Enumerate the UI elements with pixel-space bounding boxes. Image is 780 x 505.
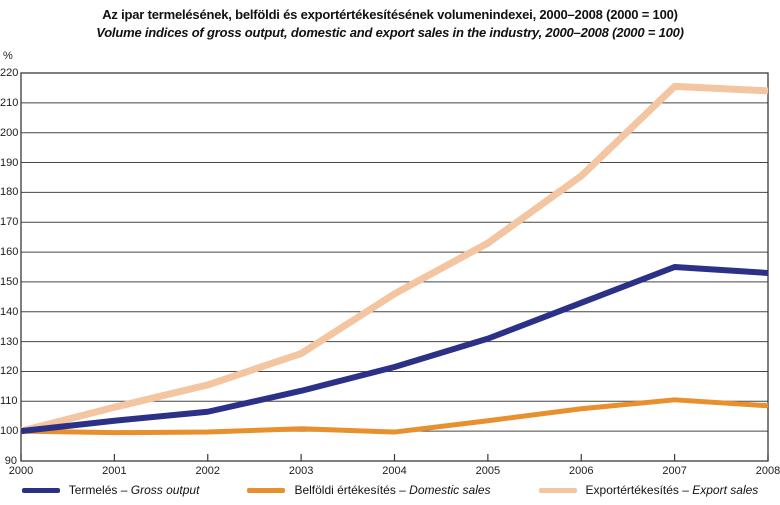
- legend-swatch-icon: [21, 487, 60, 493]
- x-tick-label-2002: 2002: [195, 465, 220, 477]
- series-line-domestic-sales: [20, 397, 769, 436]
- x-tick-label-2006: 2006: [569, 465, 594, 477]
- y-tick-label-160: 160: [0, 246, 19, 259]
- y-tick-label-140: 140: [0, 305, 19, 318]
- x-tick-label-2005: 2005: [475, 465, 501, 477]
- legend-label: Exportértékesítés – Export sales: [585, 483, 759, 497]
- legend-label: Termelés – Gross output: [68, 483, 200, 497]
- legend-swatch-icon: [538, 487, 577, 493]
- chart-title-english: Volume indices of gross output, domestic…: [96, 25, 684, 40]
- chart-title-hungarian: Az ipar termelésének, belföldi és export…: [102, 7, 678, 22]
- series-line-export-sales: [20, 82, 769, 435]
- legend-label: Belföldi értékesítés – Domestic sales: [294, 483, 491, 497]
- legend-swatch-icon: [247, 487, 286, 493]
- y-axis-unit-label: %: [3, 50, 13, 62]
- x-tick-label-2000: 2000: [8, 465, 34, 477]
- y-tick-label-110: 110: [0, 395, 18, 408]
- legend-item-export-sales: Exportértékesítés – Export sales: [538, 483, 759, 497]
- chart-titles: Az ipar termelésének, belföldi és export…: [0, 7, 780, 40]
- legend-item-domestic-sales: Belföldi értékesítés – Domestic sales: [247, 483, 491, 497]
- x-tick-label-2008: 2008: [755, 465, 780, 477]
- y-tick-label-180: 180: [0, 186, 19, 199]
- y-tick-label-100: 100: [0, 425, 19, 438]
- y-tick-label-210: 210: [0, 96, 19, 109]
- y-tick-label-120: 120: [0, 365, 19, 378]
- chart-legend: Termelés – Gross output Belföldi értékesí…: [0, 483, 780, 497]
- x-tick-label-2003: 2003: [288, 465, 314, 477]
- y-tick-label-200: 200: [0, 126, 19, 139]
- series-line-gross-output: [20, 264, 769, 435]
- y-tick-label-150: 150: [0, 275, 19, 288]
- legend-item-gross-output: Termelés – Gross output: [21, 483, 200, 497]
- x-tick-label-2001: 2001: [102, 465, 127, 477]
- x-tick-label-2004: 2004: [382, 465, 407, 477]
- y-tick-label-90: 90: [4, 455, 17, 467]
- y-tick-label-170: 170: [0, 216, 19, 229]
- y-tick-label-190: 190: [0, 156, 19, 169]
- y-tick-label-220: 220: [0, 67, 19, 79]
- x-tick-label-2007: 2007: [662, 465, 687, 477]
- y-tick-label-130: 130: [0, 335, 19, 348]
